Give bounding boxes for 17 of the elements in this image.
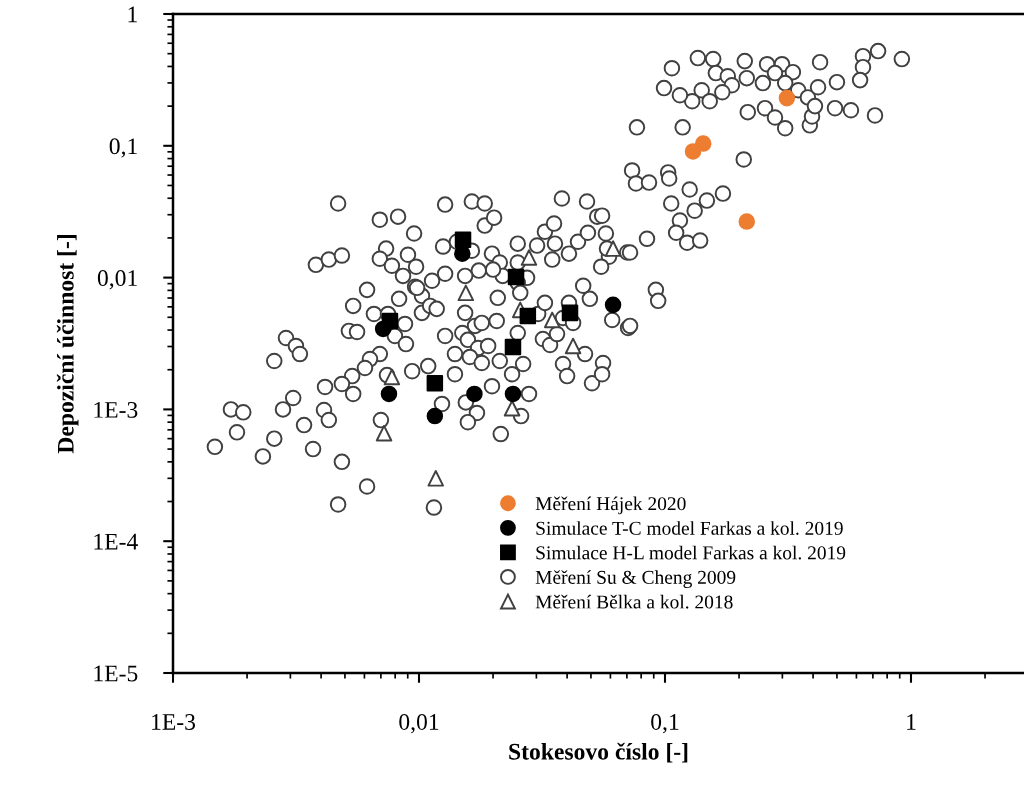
x-tick-label: 0,1 [651, 713, 679, 734]
x-tick-label: 1 [907, 714, 916, 730]
legend-label: Měření Bělka a kol. 2018 [535, 594, 733, 609]
legend-label: Měření Hájek 2020 [535, 496, 686, 515]
legend-label: Simulace H-L model Farkas a kol. 2019 [536, 545, 846, 560]
x-tick-label: 1E-3 [152, 714, 196, 730]
y-tick-label: 0,01 [97, 270, 137, 290]
y-axis-title: Depoziční účinnost [-] [56, 235, 79, 454]
legend-label: Měření Su & Cheng 2009 [535, 570, 736, 588]
legend-label: Simulace T-C model Farkas a kol. 2019 [536, 521, 843, 535]
x-axis-title: Stokesovo číslo [-] [509, 742, 688, 763]
y-tick-label: 1 [128, 6, 137, 23]
y-tick-label: 1E-4 [94, 533, 138, 550]
y-tick-label: 1E-3 [94, 401, 138, 418]
y-tick-label: 0,1 [109, 138, 137, 158]
y-tick-label: 1E-5 [94, 665, 138, 682]
x-tick-label: 0,01 [399, 713, 439, 734]
